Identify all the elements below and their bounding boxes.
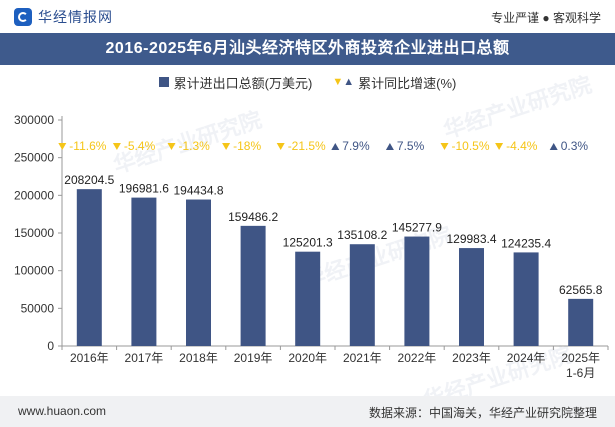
- legend-triangle-icon: ▼▲: [332, 76, 355, 88]
- y-tick-label: 50000: [21, 301, 55, 315]
- brand: 华经情报网: [14, 7, 113, 27]
- growth-rate-label: -11.6%: [69, 139, 106, 153]
- tagline: 专业严谨 ● 客观科学: [491, 11, 601, 25]
- y-tick-label: 100000: [14, 264, 54, 278]
- y-tick-label: 0: [47, 339, 54, 353]
- down-triangle-icon: [222, 143, 231, 150]
- bar-value-label: 135108.2: [337, 228, 387, 242]
- down-triangle-icon: [112, 143, 121, 150]
- brand-name: 华经情报网: [38, 9, 113, 25]
- bar-chart: 0 50000 100000 150000 200000 250000 300000 2082…: [14, 113, 609, 380]
- growth-rate-label: -1.3%: [179, 139, 211, 153]
- down-triangle-icon: [440, 143, 449, 150]
- y-tick-label: 250000: [14, 151, 54, 165]
- bar: [131, 197, 157, 346]
- growth-rate-label: 0.3%: [561, 139, 589, 153]
- x-tick-label: 2025年: [561, 351, 600, 365]
- x-tick-label: 2022年: [398, 351, 437, 365]
- legend-label-total: 累计进出口总额(万美元): [173, 75, 313, 91]
- y-tick-label: 300000: [14, 113, 54, 127]
- legend-label-growth: 累计同比增速(%): [358, 75, 457, 91]
- bar-value-label: 124235.4: [501, 236, 551, 250]
- y-tick-label: 150000: [14, 226, 54, 240]
- bar-value-label: 129983.4: [446, 232, 496, 246]
- header-bar: 华经情报网 专业严谨 ● 客观科学: [0, 0, 615, 32]
- footer-url: www.huaon.com: [18, 404, 107, 418]
- up-triangle-icon: [385, 143, 394, 150]
- up-triangle-icon: [549, 143, 558, 150]
- bar-value-label: 159486.2: [228, 210, 278, 224]
- bar: [459, 248, 484, 346]
- legend-bar-swatch: [158, 77, 169, 87]
- bar: [295, 251, 321, 346]
- bar: [186, 199, 211, 346]
- bar: [240, 225, 266, 346]
- up-triangle-icon: [331, 143, 340, 150]
- huajing-logo-icon: [14, 8, 32, 26]
- x-tick-label: 2016年: [70, 351, 109, 365]
- legend: 累计进出口总额(万美元) ▼▲ 累计同比增速(%): [0, 72, 615, 92]
- x-tick-label: 2024年: [507, 351, 546, 365]
- bar: [513, 252, 539, 346]
- bar-value-label: 62565.8: [559, 283, 603, 297]
- growth-rate-label: -10.5%: [452, 139, 490, 153]
- x-tick-label: 2018年: [179, 351, 218, 365]
- x-tick-label: 1-6月: [566, 366, 595, 380]
- bar-value-label: 196981.6: [119, 182, 169, 196]
- growth-rate-label: 7.5%: [397, 139, 425, 153]
- legend-item-growth: ▼▲ 累计同比增速(%): [332, 73, 456, 92]
- x-tick-label: 2017年: [125, 351, 164, 365]
- down-triangle-icon: [58, 143, 67, 150]
- x-tick-label: 2023年: [452, 351, 491, 365]
- growth-rate-label: -18%: [233, 139, 261, 153]
- down-triangle-icon: [167, 143, 176, 150]
- growth-rate-label: -21.5%: [288, 139, 326, 153]
- chart-title: 2016-2025年6月汕头经济特区外商投资企业进出口总额: [105, 40, 510, 57]
- legend-item-total: 累计进出口总额(万美元): [158, 73, 313, 92]
- down-triangle-icon: [495, 143, 504, 150]
- growth-rate-label: -4.4%: [506, 139, 538, 153]
- footer-source: 数据来源：中国海关，华经产业研究院整理: [368, 406, 597, 420]
- down-triangle-icon: [276, 143, 285, 150]
- bar-value-label: 194434.8: [173, 184, 223, 198]
- bar-value-label: 208204.5: [64, 173, 114, 187]
- footer-bar: www.huaon.com 数据来源：中国海关，华经产业研究院整理: [0, 396, 615, 427]
- bar: [404, 236, 430, 346]
- growth-rate-label: -5.4%: [124, 139, 156, 153]
- x-tick-label: 2019年: [234, 351, 273, 365]
- y-tick-label: 200000: [14, 188, 54, 202]
- bar: [349, 244, 375, 346]
- bar: [568, 298, 594, 346]
- x-tick-label: 2020年: [288, 351, 327, 365]
- x-tick-label: 2021年: [343, 351, 382, 365]
- growth-rate-label: 7.9%: [342, 139, 370, 153]
- bar-value-label: 145277.9: [392, 221, 442, 235]
- bar: [76, 189, 102, 346]
- title-bar: 2016-2025年6月汕头经济特区外商投资企业进出口总额: [0, 33, 615, 65]
- bar-value-label: 125201.3: [283, 236, 333, 250]
